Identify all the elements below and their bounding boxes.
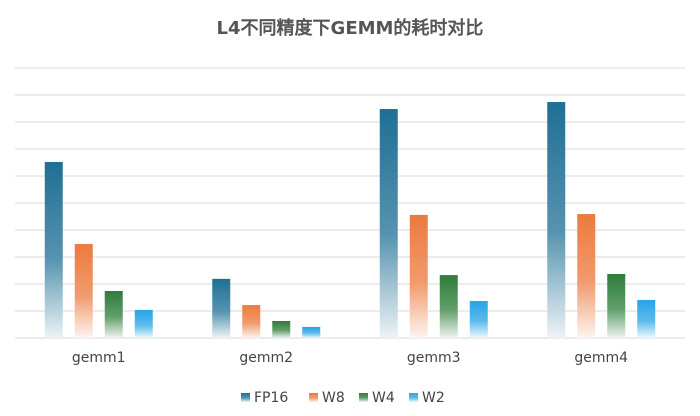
- x-tick-label: gemm2: [239, 350, 293, 366]
- legend-swatch: [309, 393, 318, 402]
- bar: [409, 214, 428, 338]
- legend-label: W8: [322, 390, 345, 406]
- bar: [74, 244, 93, 338]
- bar: [577, 214, 596, 338]
- chart-title: L4不同精度下GEMM的耗时对比: [217, 17, 484, 39]
- bar: [104, 291, 123, 338]
- legend-swatch: [359, 393, 368, 402]
- bar: [242, 305, 261, 338]
- bar: [272, 320, 291, 338]
- bar: [212, 278, 231, 338]
- x-tick-label: gemm3: [407, 350, 461, 366]
- bar: [439, 275, 458, 338]
- legend-swatch: [409, 393, 418, 402]
- legend-swatch: [241, 393, 250, 402]
- legend-label: W4: [372, 390, 395, 406]
- bar: [379, 109, 398, 338]
- bar: [44, 161, 63, 338]
- bar: [302, 326, 321, 338]
- bar: [547, 102, 566, 339]
- bar: [469, 301, 488, 338]
- legend-label: W2: [422, 390, 445, 406]
- bar: [134, 309, 153, 338]
- x-tick-label: gemm4: [574, 350, 628, 366]
- bar: [607, 274, 626, 338]
- x-tick-label: gemm1: [72, 350, 126, 366]
- legend-label: FP16: [254, 390, 288, 406]
- bar: [637, 299, 656, 338]
